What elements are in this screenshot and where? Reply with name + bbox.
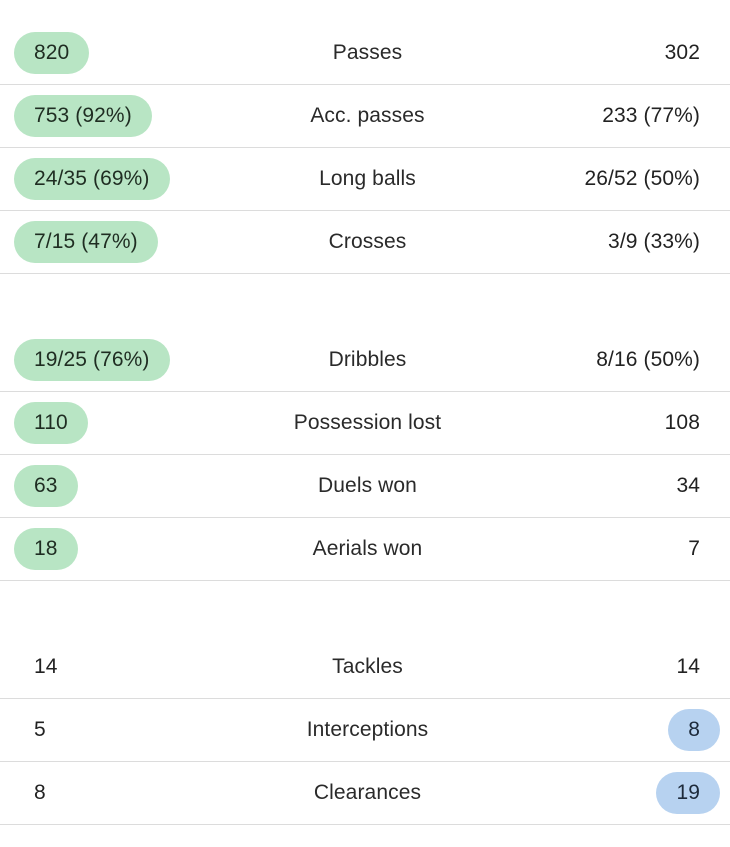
away-value: 3/9 (33%) (608, 230, 700, 253)
stats-group-possession: 19/25 (76%) Dribbles 8/16 (50%) 110 Poss… (0, 329, 730, 581)
away-value: 108 (664, 411, 700, 434)
stat-label: Acc. passes (310, 104, 425, 127)
stat-label: Clearances (313, 781, 422, 804)
stat-row-duels-won: 63 Duels won 34 (0, 455, 730, 518)
stat-row-dribbles: 19/25 (76%) Dribbles 8/16 (50%) (0, 329, 730, 392)
home-value: 7/15 (47%) (14, 221, 158, 263)
away-value: 8/16 (50%) (596, 348, 700, 371)
home-value: 8 (34, 781, 46, 804)
stat-row-tackles: 14 Tackles 14 (0, 636, 730, 699)
stat-label: Crosses (328, 230, 407, 253)
stat-label: Dribbles (328, 348, 407, 371)
stat-row-long-balls: 24/35 (69%) Long balls 26/52 (50%) (0, 148, 730, 211)
stat-label: Passes (332, 41, 403, 64)
away-value: 7 (688, 537, 700, 560)
away-value: 8 (668, 709, 720, 751)
home-value: 24/35 (69%) (14, 158, 170, 200)
stat-label: Tackles (332, 655, 403, 678)
stat-row-possession-lost: 110 Possession lost 108 (0, 392, 730, 455)
stat-label: Aerials won (312, 537, 423, 560)
stat-label: Possession lost (293, 411, 442, 434)
home-value: 18 (14, 528, 78, 570)
home-value: 5 (34, 718, 46, 741)
home-value: 14 (34, 655, 58, 678)
home-value: 820 (14, 32, 90, 74)
stat-row-passes: 820 Passes 302 (0, 22, 730, 85)
away-value: 14 (676, 655, 700, 678)
home-value: 110 (14, 402, 88, 444)
stat-row-acc-passes: 753 (92%) Acc. passes 233 (77%) (0, 85, 730, 148)
away-value: 302 (664, 41, 700, 64)
stat-row-crosses: 7/15 (47%) Crosses 3/9 (33%) (0, 211, 730, 274)
stats-group-defending: 14 Tackles 14 5 Interceptions 8 8 Cleara… (0, 636, 730, 825)
home-value: 19/25 (76%) (14, 339, 170, 381)
away-value: 34 (676, 474, 700, 497)
stat-label: Interceptions (306, 718, 429, 741)
away-value: 19 (656, 772, 720, 814)
home-value: 753 (92%) (14, 95, 152, 137)
stat-label: Duels won (318, 474, 417, 497)
stat-row-clearances: 8 Clearances 19 (0, 762, 730, 825)
away-value: 26/52 (50%) (584, 167, 700, 190)
stat-row-interceptions: 5 Interceptions 8 (0, 699, 730, 762)
stat-label: Long balls (319, 167, 416, 190)
home-value: 63 (14, 465, 78, 507)
stat-row-aerials-won: 18 Aerials won 7 (0, 518, 730, 581)
stats-group-passing: 820 Passes 302 753 (92%) Acc. passes 233… (0, 22, 730, 274)
away-value: 233 (77%) (602, 104, 700, 127)
